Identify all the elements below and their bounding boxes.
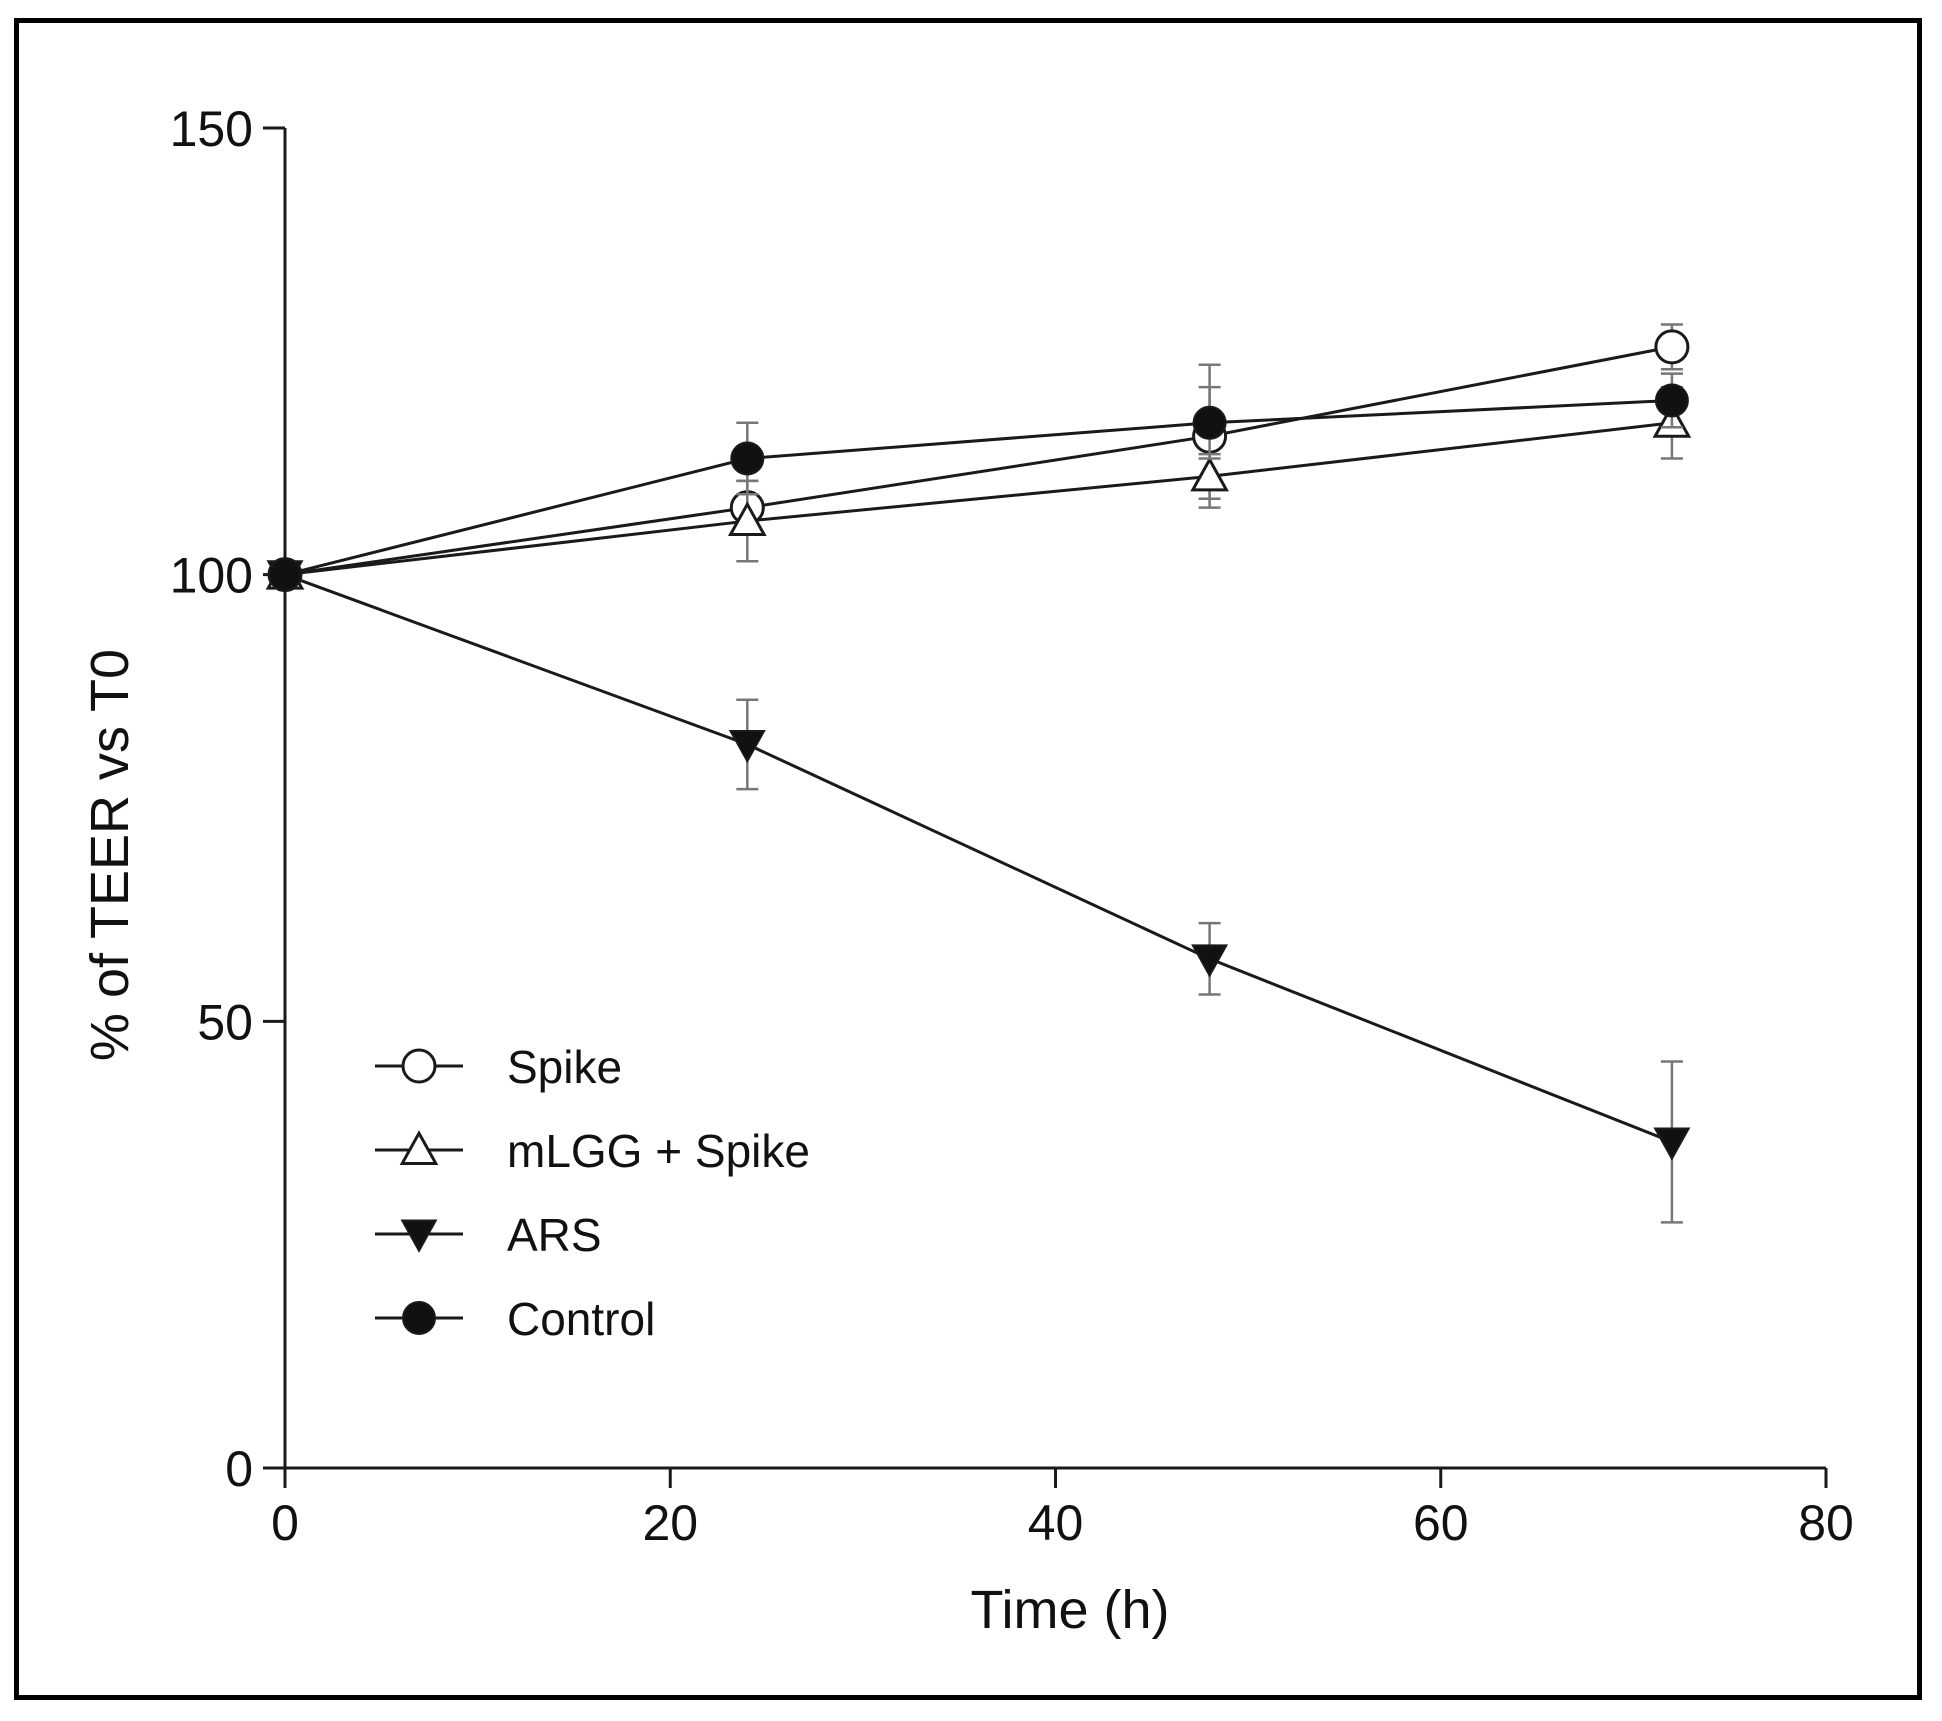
legend-item: Control — [375, 1293, 655, 1345]
y-tick-label: 100 — [170, 548, 253, 604]
series-line — [284, 398, 1672, 577]
legend-label: mLGG + Spike — [507, 1125, 810, 1177]
x-axis-label: Time (h) — [971, 1580, 1170, 1640]
legend-item: mLGG + Spike — [375, 1125, 810, 1177]
series-line — [284, 573, 1673, 1144]
series-mlgg-spike — [265, 385, 1692, 590]
legend-item: ARS — [375, 1209, 602, 1261]
marker-circle-filled — [402, 1301, 436, 1335]
x-tick-label: 20 — [642, 1495, 698, 1551]
marker-circle-open — [401, 1048, 437, 1084]
legend-label: ARS — [507, 1209, 602, 1261]
x-tick-label: 60 — [1413, 1495, 1469, 1551]
marker-triangle-down-filled — [728, 729, 766, 764]
y-axis-label: % of TEER vs T0 — [80, 649, 140, 1061]
legend-label: Control — [507, 1293, 655, 1345]
x-tick-label: 80 — [1798, 1495, 1854, 1551]
series-control — [268, 372, 1689, 592]
legend-item: Spike — [375, 1041, 622, 1093]
series-line — [284, 421, 1673, 577]
y-tick-label: 0 — [225, 1441, 253, 1497]
figure-border — [14, 18, 1922, 1700]
marker-circle-open — [1654, 329, 1690, 365]
x-ticks: 0 20 40 60 80 — [271, 1468, 1854, 1551]
axes — [283, 128, 1826, 1470]
marker-triangle-down-filled — [1191, 944, 1229, 978]
marker-circle-filled — [268, 557, 302, 592]
legend-label: Spike — [507, 1041, 622, 1093]
marker-circle-filled — [1654, 383, 1689, 418]
series-layer — [265, 323, 1692, 1224]
x-tick-label: 0 — [271, 1495, 299, 1551]
marker-triangle-up-open — [399, 1130, 439, 1165]
marker-circle-filled — [730, 441, 765, 476]
marker-triangle-up-open — [1190, 456, 1229, 492]
x-tick-label: 40 — [1028, 1495, 1084, 1551]
legend: Spike mLGG + Spike ARS Control — [375, 1041, 810, 1345]
marker-triangle-down-filled — [1653, 1127, 1691, 1161]
series-line — [284, 345, 1673, 577]
marker-circle-filled — [1192, 405, 1227, 440]
marker-triangle-up-open — [727, 501, 767, 537]
y-tick-label: 50 — [197, 994, 253, 1050]
marker-triangle-down-filled — [400, 1219, 438, 1253]
y-ticks: 0 50 100 150 — [170, 101, 285, 1497]
y-tick-label: 150 — [170, 101, 253, 157]
series-ars — [266, 560, 1691, 1224]
